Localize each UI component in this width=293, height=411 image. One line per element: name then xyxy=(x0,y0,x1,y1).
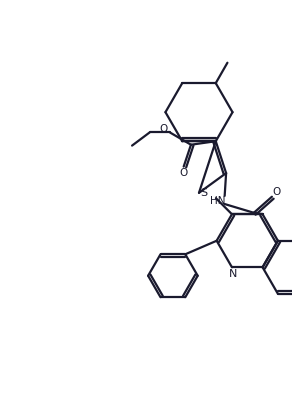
Text: S: S xyxy=(200,188,207,198)
Text: N: N xyxy=(229,269,238,279)
Text: O: O xyxy=(272,187,280,197)
Text: HN: HN xyxy=(209,196,225,206)
Text: O: O xyxy=(159,124,168,134)
Text: O: O xyxy=(180,168,188,178)
